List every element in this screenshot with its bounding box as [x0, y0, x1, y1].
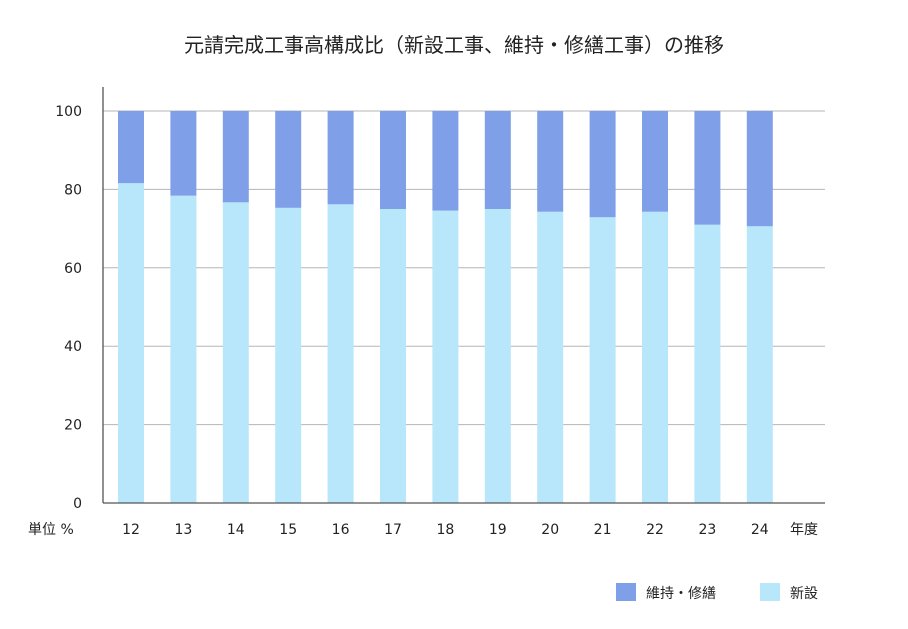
bar-maintenance-20	[537, 111, 564, 212]
x-axis-ticks: 12 13 14 15 16 17 18 19 20 21 22 23 24	[122, 522, 769, 538]
x-tick-label: 12	[122, 522, 140, 538]
bar-maintenance-15	[275, 111, 302, 208]
x-axis-label: 年度	[790, 522, 818, 538]
bar-maintenance-14	[222, 111, 249, 203]
y-tick-label: 100	[55, 104, 82, 120]
bar-new-construction-14	[222, 202, 249, 503]
x-tick-label: 13	[174, 522, 192, 538]
y-axis-unit-label: 単位 %	[28, 522, 74, 538]
bar-new-construction-22	[642, 211, 668, 503]
x-tick-label: 21	[594, 522, 612, 538]
x-tick-label: 17	[384, 522, 402, 538]
bar-maintenance-17	[380, 111, 406, 209]
x-tick-label: 16	[332, 522, 350, 538]
bar-new-construction-17	[380, 209, 406, 503]
bar-new-construction-21	[589, 217, 616, 503]
chart-title: 元請完成工事高構成比（新設工事、維持・修繕工事）の推移	[184, 33, 724, 57]
x-tick-label: 20	[541, 522, 559, 538]
bar-maintenance-24	[746, 111, 773, 227]
x-tick-label: 15	[279, 522, 297, 538]
bar-maintenance-21	[589, 111, 616, 218]
x-tick-label: 22	[646, 522, 664, 538]
bar-new-construction-12	[118, 183, 144, 504]
legend: 維持・修繕 新設	[616, 583, 818, 602]
y-axis-ticks: 0 20 40 60 80 100	[55, 104, 82, 512]
y-tick-label: 40	[64, 339, 82, 355]
bar-new-construction-15	[275, 207, 302, 503]
bar-new-construction-20	[537, 211, 564, 503]
bar-maintenance-18	[432, 111, 459, 211]
y-tick-label: 60	[64, 261, 82, 277]
bar-maintenance-16	[327, 111, 354, 205]
bars	[118, 111, 773, 504]
bar-maintenance-23	[694, 111, 721, 225]
bar-new-construction-19	[484, 209, 511, 503]
y-tick-label: 20	[64, 418, 82, 434]
x-tick-label: 24	[751, 522, 769, 538]
bar-maintenance-12	[118, 111, 144, 184]
legend-label-maintenance: 維持・修繕	[646, 586, 716, 602]
x-tick-label: 14	[227, 522, 245, 538]
bar-maintenance-13	[170, 111, 197, 196]
bar-new-construction-16	[327, 204, 354, 503]
bar-new-construction-24	[746, 226, 773, 504]
bar-new-construction-13	[170, 195, 197, 503]
x-tick-label: 19	[489, 522, 507, 538]
bar-new-construction-23	[694, 224, 721, 503]
bar-new-construction-18	[432, 210, 459, 503]
y-tick-label: 80	[64, 182, 82, 198]
legend-swatch-new-construction	[760, 583, 780, 601]
x-tick-label: 23	[698, 522, 716, 538]
y-tick-label: 0	[73, 496, 82, 512]
legend-label-new-construction: 新設	[790, 586, 818, 602]
x-tick-label: 18	[436, 522, 454, 538]
bar-maintenance-22	[642, 111, 668, 212]
legend-swatch-maintenance	[616, 583, 636, 601]
bar-maintenance-19	[484, 111, 511, 209]
